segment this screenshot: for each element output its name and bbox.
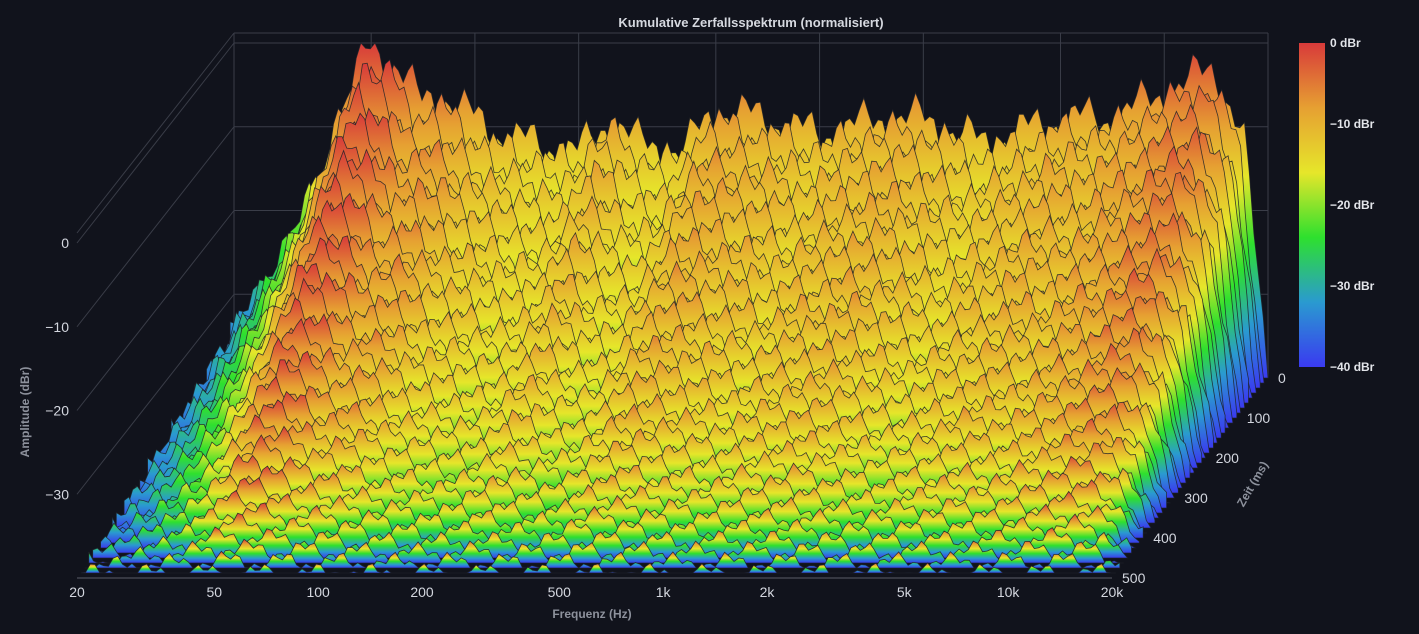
x-tick-label: 200 [410,584,434,600]
decay-slice [80,562,1116,574]
x-tick-label: 100 [306,584,330,600]
z-tick-label: 400 [1153,530,1177,546]
z-tick-label: 500 [1122,570,1146,586]
z-tick-label: 200 [1216,450,1240,466]
y-tick-label: −10 [45,319,69,335]
x-tick-label: 500 [548,584,572,600]
z-tick-label: 0 [1278,370,1286,386]
decay-slice [88,538,1124,564]
x-axis-title: Frequenz (Hz) [552,607,631,621]
x-tick-label: 20k [1101,584,1125,600]
x-tick-label: 1k [656,584,672,600]
y-tick-label: −30 [45,486,69,502]
z-tick-label: 100 [1247,410,1271,426]
y-tick-label: −20 [45,403,69,419]
colorbar-tick-label: −40 dBr [1330,360,1375,374]
x-tick-label: 50 [207,584,223,600]
y-axis-title: Amplitude (dBr) [18,367,32,458]
z-tick-label: 300 [1184,490,1208,506]
colorbar: 0 dBr −10 dBr −20 dBr −30 dBr −40 dBr [1299,36,1375,374]
x-tick-label: 2k [760,584,776,600]
colorbar-tick-label: −10 dBr [1330,117,1375,131]
colorbar-tick-label: −20 dBr [1330,198,1375,212]
decay-slice [84,550,1121,569]
chart-title: Kumulative Zerfallsspektrum (normalisier… [618,15,883,30]
y-tick-label: 0 [61,235,69,251]
decay-slices [80,42,1269,574]
x-tick-label: 5k [897,584,913,600]
colorbar-tick-label: 0 dBr [1330,36,1361,50]
x-tick-label: 10k [997,584,1021,600]
axes: 20 50 100 200 500 1k 2k 5k 10k 20k 0 −10 −20 −30 0 100 2… [45,235,1286,600]
colorbar-tick-label: −30 dBr [1330,279,1375,293]
x-tick-label: 20 [69,584,85,600]
colorbar-gradient [1299,43,1325,367]
z-axis-title: Zeit (ms) [1234,459,1271,509]
